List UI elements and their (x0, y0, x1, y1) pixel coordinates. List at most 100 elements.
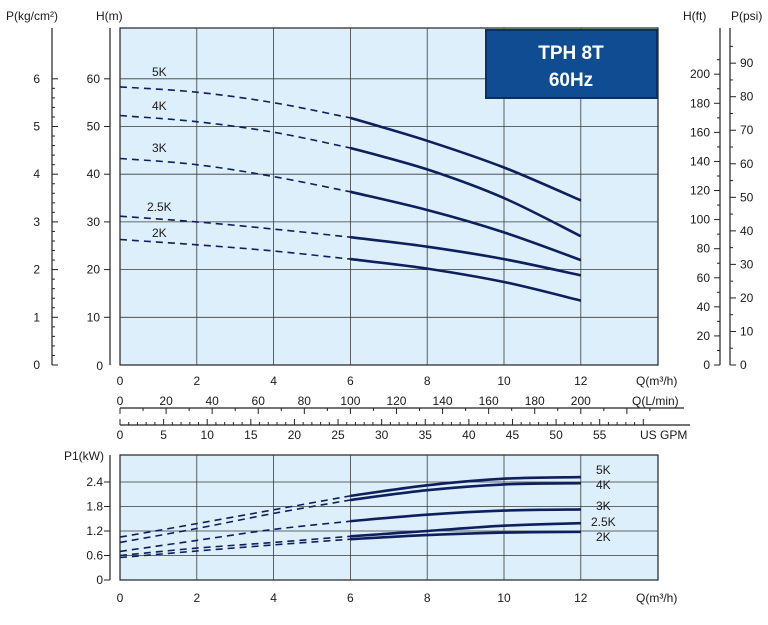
ft-tick-label: 120 (690, 184, 710, 198)
hm-tick-label: 10 (87, 310, 101, 324)
gpm-tick-label: 0 (117, 428, 124, 442)
bottom-q-tick-label: 2 (193, 591, 200, 605)
head-curve-3k (350, 190, 582, 262)
bottom-q-tick-label: 8 (424, 591, 431, 605)
psi-tick-label: 70 (740, 123, 754, 137)
lmin-tick-label: 140 (433, 394, 453, 408)
q-tick-label: 0 (117, 374, 124, 388)
lmin-tick-label: 200 (571, 394, 591, 408)
head-curve-label-5k: 5K (152, 65, 167, 79)
q-tick-label: 2 (193, 374, 200, 388)
lmin-tick-label: 120 (386, 394, 406, 408)
power-curve-2k-dashed (119, 538, 351, 559)
lmin-tick-label: 60 (252, 394, 266, 408)
hm-tick-label: 50 (87, 120, 101, 134)
bottom-q-axis-label: Q(m³/h) (636, 591, 677, 605)
psi-tick-label: 20 (740, 291, 754, 305)
psi-tick-label: 60 (740, 157, 754, 171)
head-curve-5k-dashed (119, 86, 351, 119)
power-curve-label-2-5k: 2.5K (591, 515, 616, 529)
head-curve-2k-dashed (119, 238, 351, 260)
head-curve-4k (350, 146, 582, 238)
gpm-tick-label: 45 (506, 428, 520, 442)
psi-tick-label: 90 (740, 56, 754, 70)
gpm-tick-label: 40 (462, 428, 476, 442)
lmin-tick-label: 180 (525, 394, 545, 408)
head-curve-2-5k (350, 235, 582, 277)
power-curve-label-3k: 3K (596, 499, 611, 513)
power-curve-3k (350, 508, 581, 523)
gpm-tick-label: 20 (288, 428, 302, 442)
lmin-tick-label: 20 (159, 394, 173, 408)
ft-tick-label: 100 (690, 213, 710, 227)
head-curve-2k (350, 257, 582, 302)
hm-tick-label: 30 (87, 215, 101, 229)
bottom-q-tick-label: 10 (497, 591, 511, 605)
power-curve-2-5k-dashed (119, 535, 351, 557)
title-line-2: 60Hz (549, 70, 593, 91)
head-curve-label-3k: 3K (152, 141, 167, 155)
psi-tick-label: 80 (740, 90, 754, 104)
head-curve-2-5k-dashed (119, 215, 351, 238)
kg-tick-label: 3 (33, 215, 40, 229)
q-tick-label: 6 (347, 374, 354, 388)
hm-tick-label: 20 (87, 263, 101, 277)
lmin-tick-label: 80 (298, 394, 312, 408)
p1-tick-label: 0 (96, 573, 103, 587)
psi-tick-label: 40 (740, 224, 754, 238)
ft-tick-label: 40 (697, 300, 711, 314)
lmin-tick-label: 40 (205, 394, 219, 408)
head-curve-4k-dashed (119, 114, 351, 149)
p1-tick-label: 1.8 (86, 500, 103, 514)
bottom-q-tick-label: 6 (347, 591, 354, 605)
ft-tick-label: 20 (697, 329, 711, 343)
gpm-tick-label: 10 (201, 428, 215, 442)
power-curve-3k-dashed (119, 520, 351, 553)
lmin-axis-label: Q(L/min) (632, 394, 679, 408)
ft-tick-label: 60 (697, 271, 711, 285)
psi-tick-label: 0 (740, 358, 747, 372)
psi-tick-label: 30 (740, 257, 754, 271)
gpm-tick-label: 30 (375, 428, 389, 442)
head-curve-label-2k: 2K (152, 226, 167, 240)
head-curve-5k (350, 116, 582, 202)
kg-tick-label: 1 (33, 310, 40, 324)
kg-tick-label: 5 (33, 120, 40, 134)
q-axis-label: Q(m³/h) (636, 374, 677, 388)
kg-tick-label: 4 (33, 167, 40, 181)
kg-axis-label: P(kg/cm²) (6, 9, 58, 23)
q-tick-label: 8 (424, 374, 431, 388)
head-curve-label-4k: 4K (152, 99, 167, 113)
gpm-tick-label: 55 (593, 428, 607, 442)
kg-tick-label: 2 (33, 263, 40, 277)
q-tick-label: 4 (270, 374, 277, 388)
head-curve-label-2-5k: 2.5K (147, 200, 172, 214)
q-tick-label: 10 (497, 374, 511, 388)
ft-tick-label: 200 (690, 67, 710, 81)
lmin-tick-label: 0 (117, 394, 124, 408)
bottom-q-tick-label: 0 (117, 591, 124, 605)
hm-axis-label: H(m) (96, 9, 123, 23)
power-curve-label-2k: 2K (596, 530, 611, 544)
gpm-tick-label: 15 (244, 428, 258, 442)
gpm-tick-label: 25 (331, 428, 345, 442)
p1-axis-label: P1(kW) (64, 449, 104, 463)
gpm-tick-label: 35 (419, 428, 433, 442)
lmin-tick-label: 100 (340, 394, 360, 408)
bottom-q-tick-label: 4 (270, 591, 277, 605)
ft-tick-label: 160 (690, 125, 710, 139)
ft-tick-label: 140 (690, 154, 710, 168)
kg-tick-label: 0 (33, 358, 40, 372)
gpm-tick-label: 50 (549, 428, 563, 442)
bottom-q-tick-label: 12 (574, 591, 588, 605)
hm-tick-label: 60 (87, 72, 101, 86)
ft-axis-label: H(ft) (683, 9, 706, 23)
power-curve-2k (350, 530, 581, 541)
p1-tick-label: 1.2 (86, 524, 103, 538)
ft-tick-label: 180 (690, 96, 710, 110)
gpm-axis-label: US GPM (640, 428, 687, 442)
title-box: TPH 8T 60Hz (485, 29, 658, 99)
power-curve-label-4k: 4K (596, 478, 611, 492)
ft-tick-label: 0 (703, 358, 710, 372)
